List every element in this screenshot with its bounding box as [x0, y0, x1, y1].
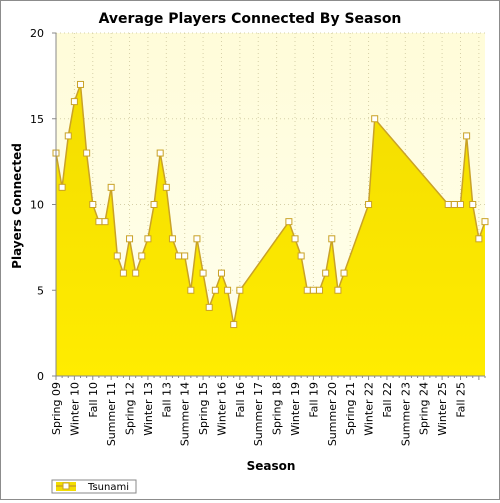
data-point	[365, 201, 373, 208]
data-point	[58, 183, 66, 191]
data-point	[456, 201, 464, 208]
data-point	[187, 286, 195, 294]
data-point	[199, 269, 207, 277]
data-point	[334, 286, 342, 294]
data-point	[217, 269, 225, 277]
data-point	[475, 235, 483, 243]
data-point	[126, 235, 134, 243]
data-point	[156, 149, 164, 157]
x-tick-label: Fall 19	[307, 382, 320, 418]
x-tick-label: Spring 21	[344, 382, 357, 435]
data-point	[162, 183, 170, 191]
y-axis: 0 5 10 15 20	[30, 27, 56, 383]
legend-marker	[62, 482, 70, 490]
data-point	[83, 149, 91, 157]
data-point	[193, 235, 201, 243]
x-tick-label: Fall 22	[381, 382, 394, 418]
data-point	[303, 286, 311, 294]
x-tick-label: Spring 09	[50, 382, 63, 435]
data-point	[175, 252, 183, 260]
data-point	[205, 303, 213, 311]
data-point	[181, 252, 189, 260]
data-point	[64, 132, 72, 140]
area-fill	[56, 84, 485, 377]
data-point	[285, 218, 293, 226]
x-tick-label: Summer 17	[252, 382, 265, 446]
y-axis-title: Players Connected	[10, 143, 24, 269]
data-point	[101, 218, 109, 226]
x-tick-label: Spring 15	[197, 382, 210, 435]
data-point	[340, 269, 348, 277]
x-tick-label: Summer 14	[179, 382, 192, 446]
x-tick-label: Fall 25	[454, 382, 467, 418]
x-tick-label: Fall 16	[234, 382, 247, 418]
data-point	[132, 269, 140, 277]
series-line	[55, 84, 486, 325]
x-tick-label: Summer 23	[399, 382, 412, 446]
data-point	[444, 201, 452, 208]
y-tick-label: 5	[37, 284, 44, 297]
x-tick-label: Summer 20	[326, 382, 339, 446]
x-tick-label: Summer 11	[105, 382, 118, 446]
x-tick-label: Winter 22	[363, 382, 376, 436]
y-tick-label: 0	[37, 370, 44, 383]
legend: Tsunami	[51, 479, 137, 494]
x-axis: Spring 09 Winter 10 Fall 10 Summer 11 Spring…	[50, 376, 486, 446]
data-point	[89, 201, 97, 208]
data-point	[450, 201, 458, 208]
data-point	[168, 235, 176, 243]
y-tick-label: 15	[30, 113, 44, 126]
y-tick-label: 10	[30, 199, 44, 212]
data-point	[328, 235, 336, 243]
legend-label: Tsunami	[87, 482, 129, 493]
x-tick-label: Winter 13	[142, 382, 155, 436]
data-point	[236, 286, 244, 294]
data-point	[224, 286, 232, 294]
x-tick-label: Winter 19	[289, 382, 302, 436]
chart-title: Average Players Connected By Season	[99, 11, 402, 27]
data-point	[371, 115, 379, 123]
data-point	[211, 286, 219, 294]
x-tick-label: Spring 18	[271, 382, 284, 435]
data-point	[481, 218, 489, 226]
data-point	[463, 132, 471, 140]
data-point	[230, 321, 238, 329]
data-point	[70, 98, 78, 106]
data-point	[113, 252, 121, 260]
data-point	[316, 286, 324, 294]
x-tick-label: Fall 10	[87, 382, 100, 418]
data-point	[107, 183, 115, 191]
data-point	[77, 80, 85, 88]
data-point	[138, 252, 146, 260]
data-point	[322, 269, 330, 277]
x-tick-label: Fall 13	[160, 382, 173, 418]
data-point	[297, 252, 305, 260]
data-point	[309, 286, 317, 294]
x-tick-label: Winter 16	[215, 382, 228, 436]
data-point	[469, 201, 477, 208]
data-point	[150, 201, 158, 208]
data-point	[95, 218, 103, 226]
data-point	[119, 269, 127, 277]
x-tick-label: Spring 24	[418, 382, 431, 435]
x-tick-label: Winter 25	[436, 382, 449, 436]
x-tick-label: Winter 10	[68, 382, 81, 436]
x-tick-label: Spring 12	[124, 382, 137, 435]
data-point	[291, 235, 299, 243]
y-tick-label: 20	[30, 27, 44, 40]
data-point	[144, 235, 152, 243]
x-axis-title: Season	[247, 459, 296, 473]
